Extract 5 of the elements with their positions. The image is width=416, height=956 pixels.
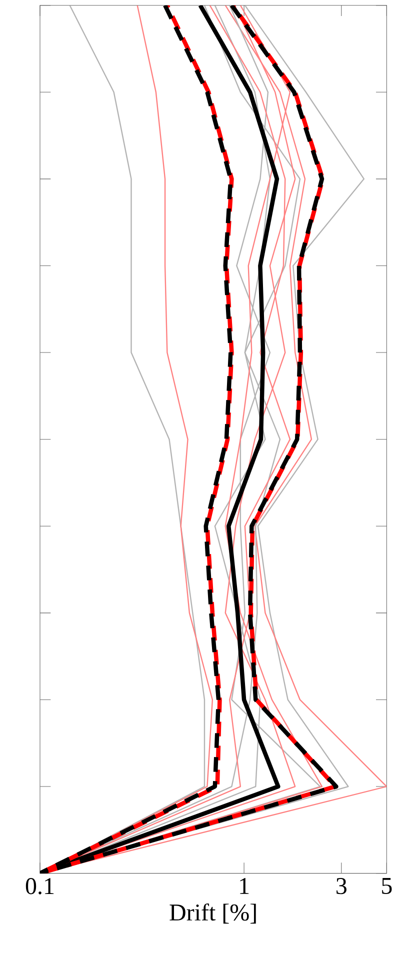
- x-tick-label: 5: [382, 878, 392, 894]
- x-tick-label: 0.1: [26, 878, 54, 894]
- x-axis-title: Drift [%]: [170, 903, 256, 924]
- x-tick-label: 1: [240, 878, 249, 894]
- x-tick-label: 3: [336, 878, 346, 894]
